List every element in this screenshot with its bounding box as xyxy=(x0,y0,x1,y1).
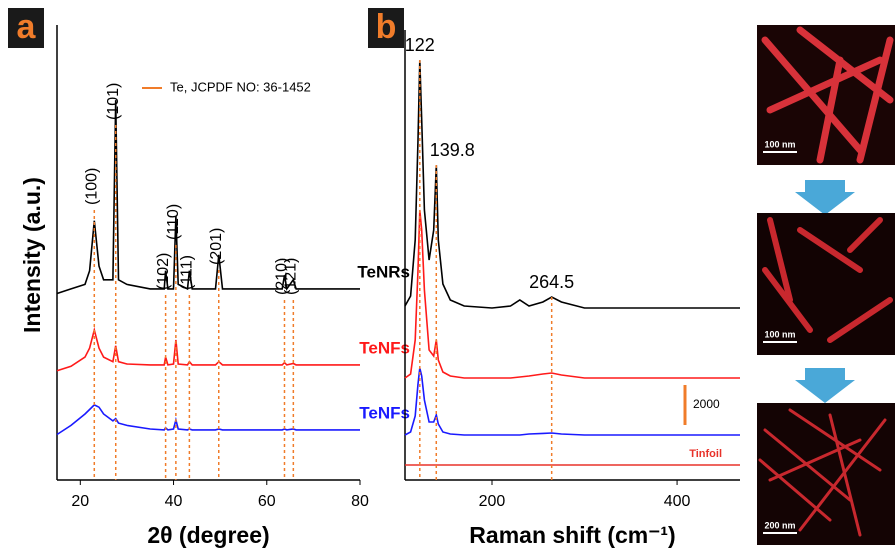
x-axis-label: 2θ (degree) xyxy=(147,522,269,548)
arrow xyxy=(795,368,855,403)
x-tick-label: 200 xyxy=(479,493,506,510)
x-axis-label: Raman shift (cm⁻¹) xyxy=(469,522,675,548)
arrow xyxy=(795,180,855,215)
panel-label-box xyxy=(8,8,44,48)
reference-label: (121) xyxy=(283,258,300,295)
x-tick-label: 40 xyxy=(165,493,183,510)
series-label: Tinfoil xyxy=(689,448,722,460)
legend-label: Te, JCPDF NO: 36-1452 xyxy=(170,79,311,94)
series-line xyxy=(56,403,360,436)
reference-label: (102) xyxy=(155,253,172,290)
panel-label: b xyxy=(376,8,397,46)
scale-bar-label: 100 nm xyxy=(764,329,795,339)
y-axis-label: Intensity (a.u.) xyxy=(19,177,45,333)
series-label: TeNRs xyxy=(357,262,410,281)
reference-label: (100) xyxy=(84,168,101,205)
panel-label-box xyxy=(368,8,404,48)
reference-label: (201) xyxy=(208,228,225,265)
x-tick-label: 60 xyxy=(258,493,276,510)
scale-bar-label: 2000 xyxy=(693,397,720,411)
reference-label: (110) xyxy=(165,204,182,240)
peak-label: 122 xyxy=(405,35,435,55)
scale-bar-label: 100 nm xyxy=(764,139,795,149)
reference-label: (111) xyxy=(179,255,196,290)
sem-image: 200 nm xyxy=(757,403,895,545)
x-tick-label: 80 xyxy=(351,493,369,510)
sem-image: 100 nm xyxy=(757,213,895,355)
sem-image: 100 nm xyxy=(757,25,895,165)
reference-label: (210) xyxy=(274,258,291,295)
series-line xyxy=(404,209,740,379)
reference-label: (101) xyxy=(105,83,122,120)
sem-panels: 100 nm 100 nm 200 nm xyxy=(757,25,895,545)
peak-label: 264.5 xyxy=(529,272,574,292)
x-tick-label: 20 xyxy=(71,493,89,510)
series-label: TeNFs xyxy=(359,338,410,357)
scale-bar-label: 200 nm xyxy=(764,520,795,530)
series-line xyxy=(56,326,360,372)
peak-label: 139.8 xyxy=(430,140,475,160)
x-tick-label: 400 xyxy=(664,493,691,510)
series-line xyxy=(56,100,360,295)
series-label: TeNFs xyxy=(359,403,410,422)
panel-label: a xyxy=(17,8,37,46)
